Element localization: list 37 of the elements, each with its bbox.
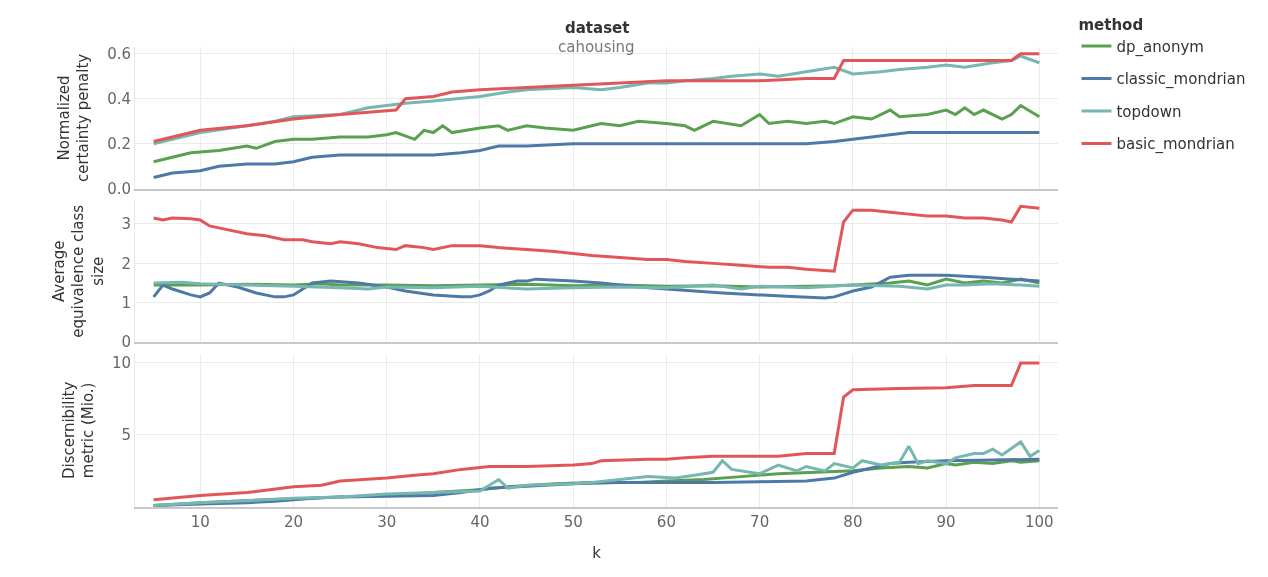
y-axis-title: Normalized certainty penalty (54, 53, 93, 183)
x-tick-label: 100 (1025, 512, 1054, 531)
y-axis-title: Average equivalence class size (49, 204, 107, 338)
y-tick-label: 0.0 (107, 180, 131, 199)
legend-label: topdown (1116, 102, 1182, 121)
y-tick-label: 0.4 (107, 90, 131, 109)
x-tick-label: 30 (377, 512, 397, 531)
line-series (152, 440, 1041, 507)
chart-title: dataset (565, 19, 630, 37)
x-tick-label: 60 (656, 512, 676, 531)
x-tick-label: 20 (283, 512, 304, 531)
legend-label: basic_mondrian (1116, 135, 1235, 155)
line-series (152, 361, 1041, 502)
legend-title: method (1078, 15, 1144, 34)
y-tick-label: 2 (121, 254, 131, 273)
y-tick-label: 0.6 (107, 45, 131, 63)
x-tick-label: 50 (563, 512, 583, 531)
line-series (152, 204, 1041, 273)
legend-label: classic_mondrian (1116, 70, 1246, 90)
legend-label: dp_anonym (1116, 37, 1204, 57)
y-tick-label: 5 (121, 425, 131, 444)
x-tick-label: 10 (190, 512, 210, 531)
y-tick-label: 0.2 (107, 135, 131, 154)
x-axis-title: k (592, 544, 602, 563)
y-tick-label: 0 (121, 333, 131, 352)
line-series (152, 104, 1041, 164)
y-tick-label: 3 (121, 215, 131, 234)
y-tick-label: 1 (121, 294, 131, 313)
x-tick-label: 80 (843, 512, 863, 531)
line-series (152, 273, 1041, 300)
x-tick-label: 90 (936, 512, 956, 531)
line-series (152, 131, 1041, 180)
x-tick-label: 70 (750, 512, 770, 531)
x-tick-label: 40 (470, 512, 490, 531)
y-axis-title: Discernibility metric (Mio.) (59, 381, 98, 480)
chart-subtitle: cahousing (558, 38, 635, 56)
y-tick-label: 10 (111, 353, 131, 372)
